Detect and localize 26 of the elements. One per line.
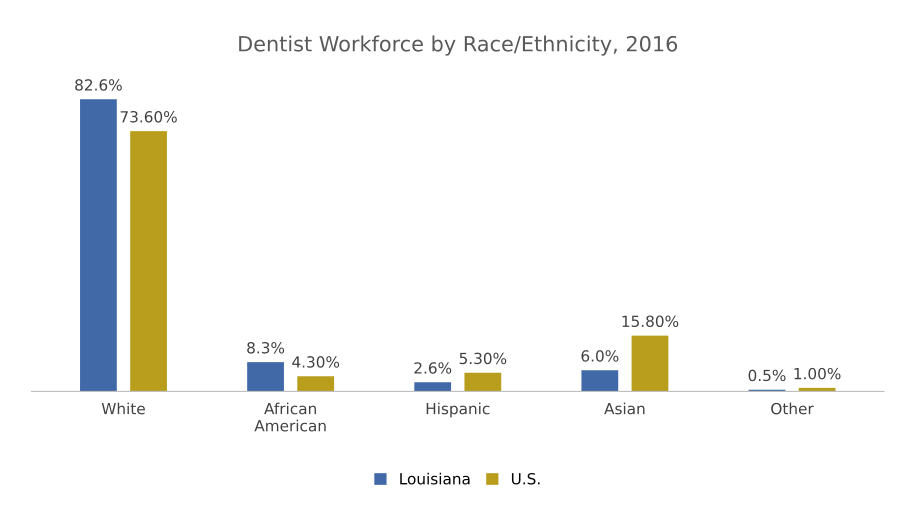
legend-label: Louisiana [400, 472, 470, 485]
data-label: 82.6% [75, 79, 122, 91]
data-label: 15.80% [622, 315, 678, 328]
data-label: 2.6% [414, 362, 452, 374]
data-label: 1.00% [794, 368, 841, 380]
x-tick-label: White [102, 402, 145, 414]
bar [247, 362, 284, 392]
x-tick-label: Hispanic [426, 402, 490, 418]
bar [297, 376, 334, 392]
bar [130, 131, 167, 392]
bar [632, 336, 668, 392]
bar [464, 372, 502, 392]
bar [581, 370, 618, 392]
x-tick-label: Other [771, 402, 814, 414]
legend-label: U.S. [512, 472, 540, 485]
chart-title: Dentist Workforce by Race/Ethnicity, 2016 [239, 35, 678, 56]
data-label: 6.0% [581, 350, 618, 362]
data-label: 73.60% [120, 111, 177, 123]
bar [80, 99, 117, 392]
bar [414, 382, 452, 392]
x-tick-label: African American [254, 402, 326, 432]
data-label: 8.3% [247, 342, 284, 354]
x-tick-label: Asian [604, 402, 644, 414]
data-label: 5.30% [460, 352, 506, 364]
data-label: 0.5% [748, 370, 786, 382]
data-label: 4.30% [292, 356, 340, 368]
